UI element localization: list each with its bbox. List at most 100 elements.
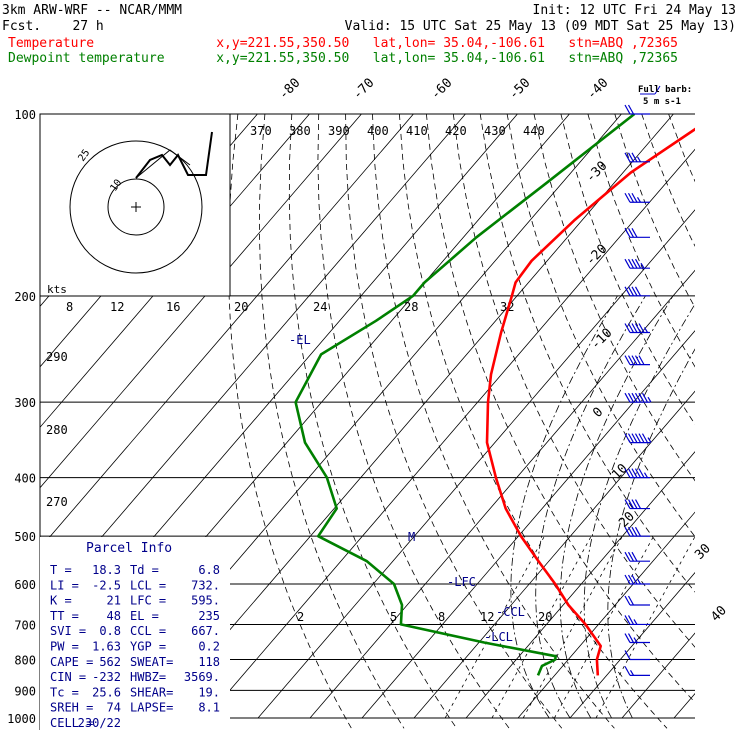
hodograph-trace (135, 131, 213, 179)
theta-label: 440 (523, 124, 545, 138)
parcel-info-cell: 1.63 (92, 640, 121, 654)
mixing-ratio-line (554, 536, 654, 719)
isotherm-line (205, 148, 695, 719)
dry-adiabat-line (668, 114, 695, 183)
parcel-info-cell: 74 (107, 701, 121, 715)
parcel-info-panel: Parcel Info T = 18.3 Td = 6.8 LI = -2.5 LCL = 7… (40, 537, 230, 730)
dry-adiabat-line (228, 114, 352, 729)
barb-legend-title: Full barb: (638, 85, 692, 95)
valid-time: Valid: 15 UTC Sat 25 May 13 (09 MDT Sat … (344, 19, 736, 34)
isotherm-line (257, 209, 695, 719)
dry-adiabat-line (696, 114, 740, 728)
dry-adiabat-line (317, 114, 510, 729)
isotherm-label: -70 (350, 76, 377, 103)
mixing-ratio-label: 5 (390, 610, 397, 624)
theta-label: 390 (328, 124, 350, 138)
dewpoint-profile (294, 114, 636, 676)
mixing-ratio-label: 8 (438, 610, 445, 624)
dry-adiabat-line (614, 114, 695, 309)
pressure-tick-label: 900 (14, 684, 36, 698)
isotherm-line (309, 269, 695, 719)
mixing-ratio-line (491, 536, 592, 719)
init-time: Init: 12 UTC Fri 24 May 13 (532, 3, 737, 18)
isotherm-label: -60 (428, 76, 455, 103)
mixing-ratio-label: 20 (538, 610, 552, 624)
dry-adiabat-line (587, 114, 695, 368)
parcel-info-cell: -2.5 (92, 578, 121, 592)
pressure-tick-label: 400 (14, 472, 36, 486)
lfc-marker: -LFC (447, 575, 476, 589)
theta-label: 380 (289, 124, 311, 138)
mixing-ratio-label: 20 (234, 300, 248, 314)
model-title: 3km ARW-WRF -- NCAR/MMM (2, 3, 183, 18)
theta-label: 430 (484, 124, 506, 138)
mixing-ratio-label: 28 (404, 300, 418, 314)
parcel-info-cell: TT = (50, 609, 79, 623)
pressure-tick-label: 100 (14, 108, 36, 122)
pressure-tick-label: 700 (14, 618, 36, 632)
forecast-hour: Fcst. 27 h (2, 19, 104, 34)
hodograph-units-label: kts (47, 283, 67, 296)
wind-barb (624, 633, 650, 644)
pressure-tick-label: 600 (14, 578, 36, 592)
temperature-location-info: x,y=221.55,350.50 lat,lon= 35.04,-106.61… (216, 36, 678, 51)
parcel-info-cell: 0.2 (198, 640, 220, 654)
hodograph-inset: 25 10 kts (39, 113, 231, 297)
wind-barb (624, 227, 650, 238)
parcel-info-cell: 21 (107, 594, 121, 608)
dry-adiabat-line (560, 114, 695, 425)
parcel-info-cell: CCL = (130, 624, 166, 638)
parcel-info-cell: T = (50, 563, 72, 577)
theta-label: 270 (46, 495, 68, 509)
isotherm-label: -50 (506, 76, 533, 103)
parcel-info-cell: 732. (191, 578, 220, 592)
isotherm-label: 40 (708, 603, 730, 625)
theta-label: 410 (406, 124, 428, 138)
temperature-legend-label: Temperature (8, 36, 95, 51)
wind-barb (624, 666, 650, 676)
isotherm-label: -30 (583, 159, 610, 186)
wind-barb (624, 433, 652, 444)
parcel-info-cell: HWBZ= (130, 670, 166, 684)
parcel-info-cell: 118 (198, 655, 220, 669)
ccl-marker: -CCL (496, 605, 525, 619)
parcel-info-cell: 25.6 (92, 685, 121, 699)
parcel-info-cell: Td = (130, 563, 159, 577)
pressure-tick-label: 200 (14, 290, 36, 304)
wind-barb (624, 392, 652, 403)
wind-barb (624, 499, 650, 510)
isotherm-label: 0 (590, 405, 606, 421)
dry-adiabat-line (288, 114, 457, 729)
isotherm-line (361, 330, 695, 719)
parcel-info-cell: 48 (107, 609, 121, 623)
isotherm-label: 10 (609, 461, 631, 483)
parcel-info-cell: LAPSE= (130, 701, 173, 715)
dry-adiabat-line (479, 114, 695, 593)
parcel-info-cell: 3569. (184, 670, 220, 684)
dry-adiabat-line (533, 114, 695, 482)
wind-barb (624, 355, 650, 366)
parcel-info-cell: YGP = (130, 640, 166, 654)
wind-barb (624, 526, 650, 537)
dry-adiabat-line (259, 114, 405, 729)
isotherm-line (153, 114, 674, 719)
wind-barb (624, 258, 650, 269)
lcl-marker: -LCL (484, 630, 513, 644)
parcel-info-cell: 8.1 (198, 701, 220, 715)
isotherm-line (40, 114, 466, 610)
moist-adiabat-line (607, 348, 695, 719)
wind-barb (624, 468, 650, 479)
dewpoint-location-info: x,y=221.55,350.50 lat,lon= 35.04,-106.61… (216, 51, 678, 66)
wind-barb (624, 551, 650, 562)
isotherm-line (726, 114, 740, 718)
theta-label: 290 (46, 350, 68, 364)
wind-barb (624, 192, 650, 203)
parcel-info-cell: 595. (191, 594, 220, 608)
mixing-ratio-line (522, 536, 623, 719)
pressure-tick-label: 300 (14, 396, 36, 410)
el-marker: -EL (289, 333, 311, 347)
dry-adiabat-line (345, 114, 563, 729)
pressure-tick-label: 800 (14, 653, 36, 667)
wind-barbs (624, 104, 652, 676)
theta-label: 400 (367, 124, 389, 138)
